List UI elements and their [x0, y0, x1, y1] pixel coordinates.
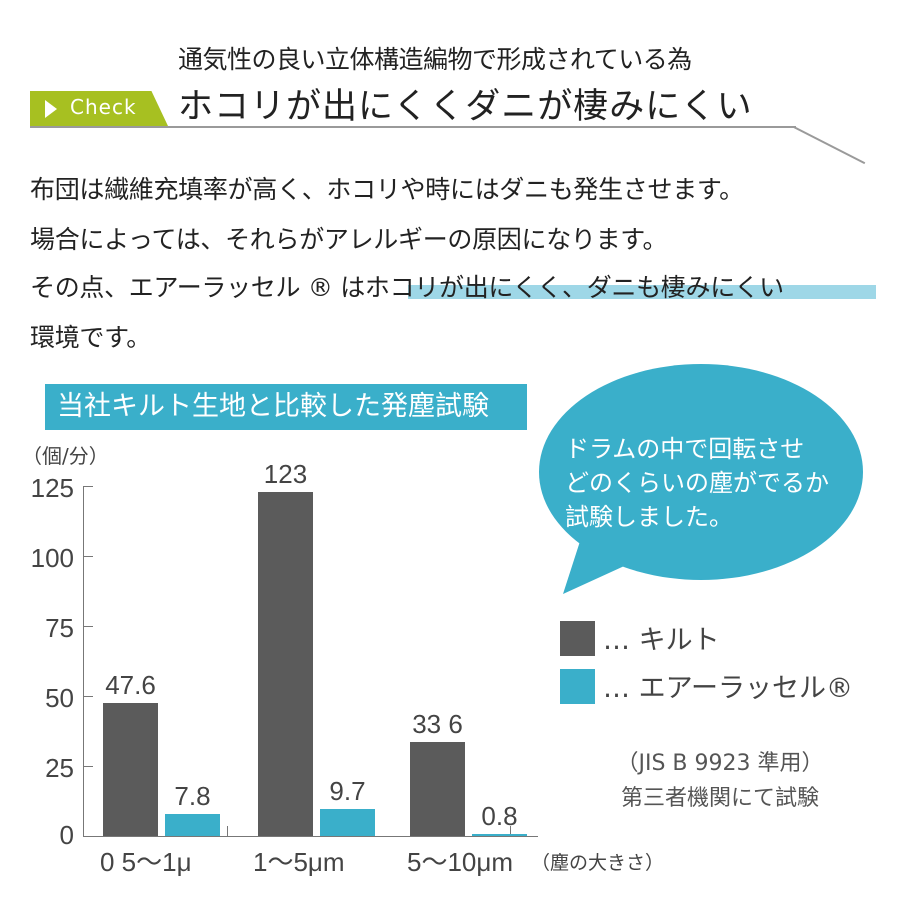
legend-label-airrussel: … エアーラッセル®	[603, 673, 853, 704]
bubble-line-1: ドラムの中で回転させ	[565, 435, 805, 463]
third-party-note: 第三者機関にて試験	[620, 786, 819, 811]
bar	[410, 741, 465, 836]
bubble-line-2: どのくらいの塵がでるか	[565, 469, 829, 497]
body-line-1: 布団は繊維充填率が高く、ホコリや時にはダニも発生させます。	[30, 175, 744, 204]
test-standard-note: （JIS B 9923 準用）	[616, 751, 824, 776]
body-line-3: その点、エアーラッセル ® はホコリが出にくく、ダニも棲みにくい	[30, 273, 784, 302]
legend-swatch-airrussel	[560, 669, 595, 704]
x-category-label: 5〜10μm	[407, 847, 514, 877]
y-tick-label: 25	[45, 753, 74, 783]
bar	[165, 814, 220, 836]
y-tick	[83, 696, 93, 697]
check-badge-label: Check	[70, 95, 137, 119]
subheading: 通気性の良い立体構造編物で形成されている為	[178, 45, 692, 74]
y-tick	[83, 766, 93, 767]
bar	[103, 702, 158, 836]
bar	[320, 808, 375, 836]
bar-value-label: 7.8	[174, 781, 211, 812]
play-triangle-icon	[45, 100, 57, 118]
bar	[472, 833, 527, 836]
y-axis	[83, 486, 84, 836]
header-divider-diagonal	[793, 126, 866, 165]
body-line-2: 場合によっては、それらがアレルギーの原因になります。	[30, 225, 668, 254]
bar-value-label: 9.7	[329, 775, 366, 806]
header-divider	[30, 126, 796, 128]
bar	[258, 491, 313, 836]
headline: ホコリが出にくくダニが棲みにくい	[178, 87, 753, 127]
y-tick	[83, 486, 93, 487]
x-tick	[227, 826, 228, 836]
y-tick-label: 100	[30, 543, 74, 573]
x-axis-label: （塵の大きさ）	[531, 852, 665, 874]
bubble-line-3: 試験しました。	[565, 503, 733, 531]
speech-bubble-text: ドラムの中で回転させ どのくらいの塵がでるか 試験しました。	[565, 432, 829, 534]
x-category-label: 1〜5μm	[253, 847, 345, 877]
x-tick	[510, 826, 511, 836]
check-badge: Check	[30, 91, 168, 126]
x-axis	[83, 836, 538, 837]
legend-swatch-quilt	[560, 621, 595, 656]
text-highlight	[408, 285, 876, 299]
y-tick-label: 0	[59, 820, 74, 850]
x-category-label: 0 5〜1μ	[100, 847, 192, 877]
bar-value-label: 0.8	[481, 800, 518, 831]
speech-bubble	[539, 364, 863, 594]
body-line-4: 環境です。	[30, 323, 152, 352]
bar-value-label: 33 6	[412, 708, 463, 739]
bar-value-label: 123	[263, 458, 308, 489]
y-axis-unit: （個/分）	[22, 444, 109, 468]
chart-title: 当社キルト生地と比較した発塵試験	[45, 384, 527, 430]
y-tick-label: 50	[45, 683, 74, 713]
y-tick-label: 125	[30, 473, 74, 503]
y-tick	[83, 626, 93, 627]
legend-label-quilt: … キルト	[603, 625, 720, 656]
y-tick-label: 75	[45, 613, 74, 643]
bar-value-label: 47.6	[105, 669, 156, 700]
y-tick	[83, 556, 93, 557]
